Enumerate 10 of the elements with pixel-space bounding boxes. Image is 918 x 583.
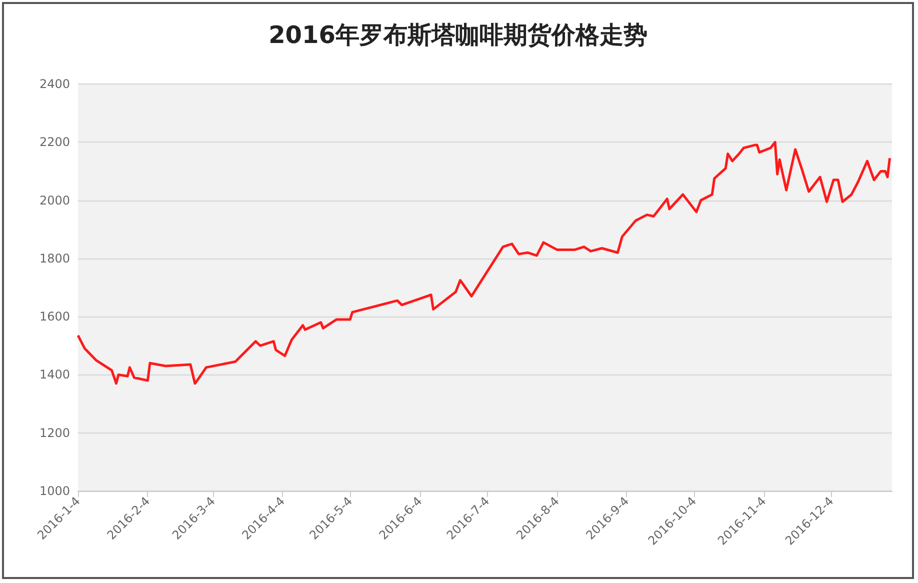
line-series (76, 140, 891, 385)
y-tick-label: 1400 (39, 368, 70, 382)
y-tick-label: 2200 (39, 135, 70, 150)
y-tick-label: 2400 (39, 77, 70, 91)
y-tick-label: 1200 (39, 426, 70, 440)
chart-title: 2016年罗布斯塔咖啡期货价格走势 (268, 21, 648, 49)
y-tick-label: 1000 (39, 484, 70, 498)
y-tick-label: 1800 (39, 251, 70, 266)
y-tick-label: 2000 (39, 193, 70, 208)
y-tick-label: 1600 (39, 310, 70, 324)
